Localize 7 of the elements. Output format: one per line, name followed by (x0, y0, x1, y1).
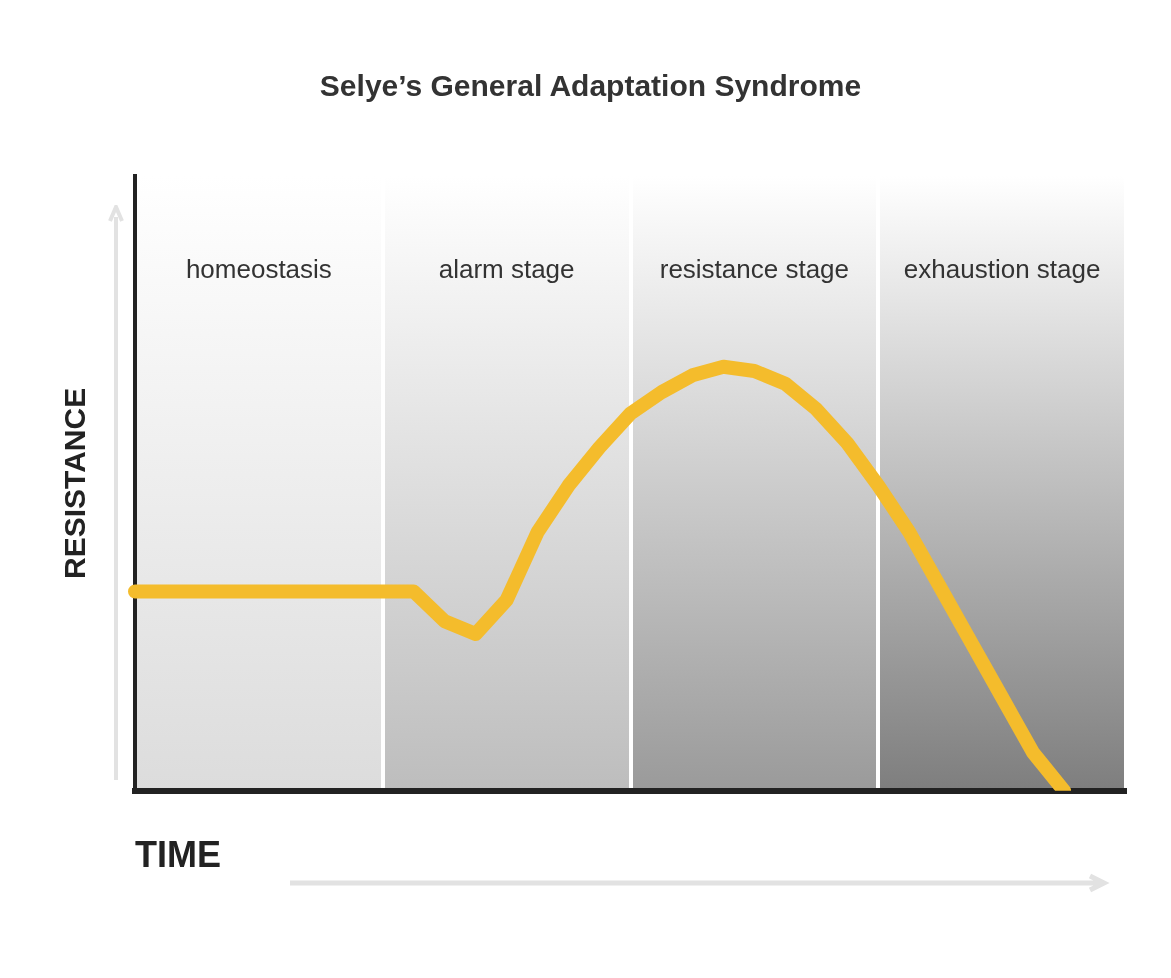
x-axis-title: TIME (135, 834, 221, 876)
y-axis-title: RESISTANCE (58, 387, 92, 579)
text: resistance stage (659, 254, 850, 285)
text: alarm stage (438, 254, 575, 285)
chart-title: Selye’s General Adaptation Syndrome (319, 69, 862, 103)
text: exhaustion stage (903, 254, 1101, 285)
text: homeostasis (185, 254, 332, 285)
